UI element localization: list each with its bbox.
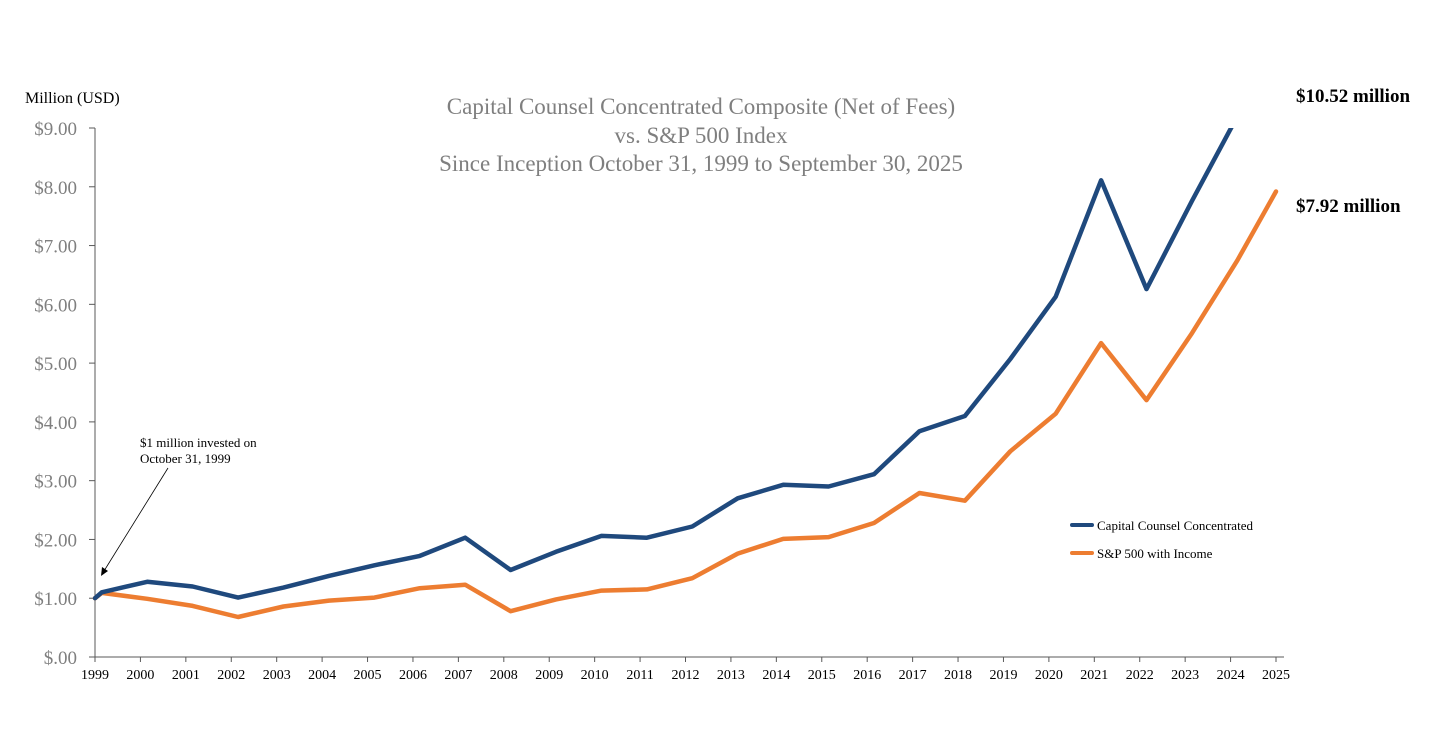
x-tick-label: 2019 <box>989 668 1017 683</box>
y-tick-label: $3.00 <box>34 472 77 493</box>
x-tick-label: 2024 <box>1217 668 1245 683</box>
x-tick-label: 2000 <box>126 668 154 683</box>
end-label-capital-counsel: $10.52 million <box>1296 86 1410 107</box>
x-tick-label: 1999 <box>81 668 109 683</box>
y-tick-label: $9.00 <box>34 119 77 140</box>
series-line-s-p-500-with-income <box>92 189 1279 620</box>
annotation: $1 million invested on October 31, 1999 <box>101 435 257 576</box>
end-label-sp500: $7.92 million <box>1296 196 1401 217</box>
annotation-arrow-line <box>103 467 169 572</box>
x-tick-label: 2001 <box>172 668 200 683</box>
x-tick-label: 2015 <box>808 668 836 683</box>
series-layer <box>92 128 1279 620</box>
x-tick-label: 2016 <box>853 668 881 683</box>
y-tick-label: $2.00 <box>34 530 77 551</box>
y-tick-label: $8.00 <box>34 178 77 199</box>
x-tick-label: 2007 <box>444 668 472 683</box>
x-tick-label: 2022 <box>1126 668 1154 683</box>
x-tick-label: 2018 <box>944 668 972 683</box>
x-tick-label: 2005 <box>354 668 382 683</box>
x-tick-label: 2011 <box>626 668 653 683</box>
x-tick-label: 2009 <box>535 668 563 683</box>
chart-subtitle-2: Since Inception October 31, 1999 to Sept… <box>439 151 963 176</box>
x-tick-label: 2014 <box>762 668 790 683</box>
legend: Capital Counsel Concentrated S&P 500 wit… <box>1070 518 1253 561</box>
y-tick-label: $7.00 <box>34 237 77 258</box>
chart-subtitle-1: vs. S&P 500 Index <box>615 123 788 148</box>
x-tick-label: 2010 <box>581 668 609 683</box>
annotation-line-2: October 31, 1999 <box>140 451 231 466</box>
x-tick-label: 2012 <box>672 668 700 683</box>
series-line-capital-counsel-concentrated <box>92 128 1234 601</box>
chart-title: Capital Counsel Concentrated Composite (… <box>447 94 955 119</box>
y-tick-label: $4.00 <box>34 413 77 434</box>
x-tick-label: 2025 <box>1262 668 1290 683</box>
y-tick-label: $.00 <box>44 648 77 669</box>
x-tick-label: 2017 <box>899 668 927 683</box>
x-tick-label: 2013 <box>717 668 745 683</box>
annotation-arrowhead <box>101 567 108 576</box>
legend-label-sp500: S&P 500 with Income <box>1097 546 1213 561</box>
x-tick-label: 2021 <box>1080 668 1108 683</box>
y-tick-label: $1.00 <box>34 589 77 610</box>
y-tick-label: $5.00 <box>34 354 77 375</box>
y-axis-unit-label: Million (USD) <box>25 90 120 107</box>
annotation-line-1: $1 million invested on <box>140 435 257 450</box>
x-tick-label: 2004 <box>308 668 336 683</box>
x-tick-label: 2008 <box>490 668 518 683</box>
x-tick-label: 2002 <box>217 668 245 683</box>
x-tick-label: 2006 <box>399 668 427 683</box>
x-tick-label: 2003 <box>263 668 291 683</box>
x-tick-label: 2023 <box>1171 668 1199 683</box>
legend-label-capital-counsel: Capital Counsel Concentrated <box>1097 518 1253 533</box>
x-tick-label: 2020 <box>1035 668 1063 683</box>
y-tick-label: $6.00 <box>34 295 77 316</box>
axes: $.00 $1.00 $2.00 $3.00 $4.00 $5.00 $6.00 $7.00 $… <box>34 119 1290 683</box>
